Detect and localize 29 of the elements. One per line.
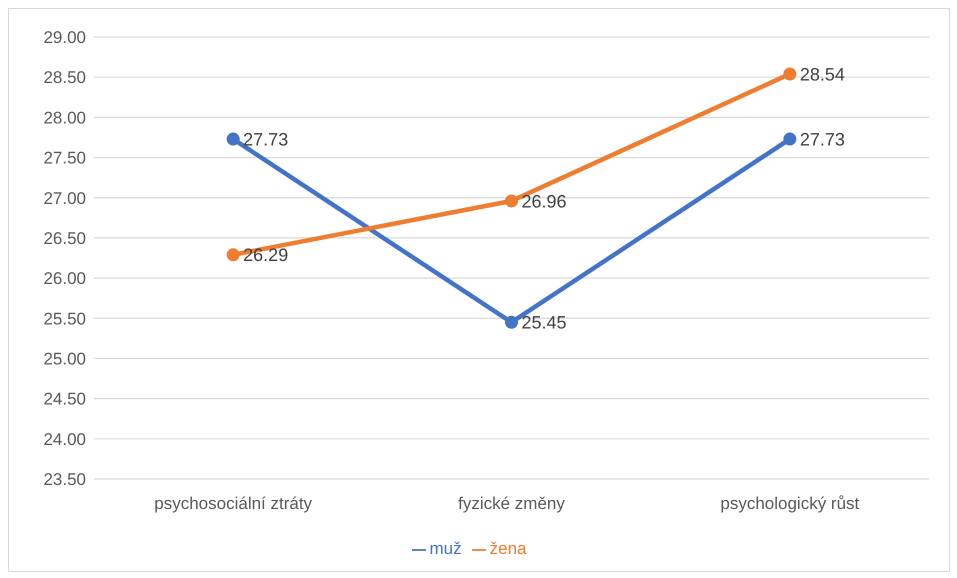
data-label: 25.45	[522, 312, 567, 333]
y-tick-label: 25.50	[43, 309, 86, 328]
y-tick-label: 24.50	[43, 390, 86, 409]
data-label: 26.29	[243, 245, 288, 266]
x-tick-label: fyzické změny	[458, 494, 566, 514]
y-tick-label: 26.50	[43, 228, 86, 248]
y-tick-label: 27.50	[43, 148, 86, 168]
y-tick-label: 26.00	[43, 269, 86, 288]
data-label: 27.73	[243, 129, 288, 150]
x-tick-label: psychologický růst	[720, 494, 860, 514]
data-label: 26.96	[522, 191, 567, 212]
y-tick-label: 24.00	[43, 430, 86, 449]
y-tick-label: 28.50	[43, 68, 86, 88]
point	[226, 248, 240, 262]
data-label: 28.54	[800, 64, 845, 84]
point	[505, 194, 518, 208]
legend-label: muž	[430, 539, 462, 558]
legend-label: žena	[490, 539, 526, 558]
y-tick-label: 23.50	[43, 470, 86, 490]
y-tick-label: 29.00	[43, 28, 86, 48]
x-tick-label: psychosociální ztráty	[154, 494, 313, 514]
y-tick-label: 25.00	[43, 349, 86, 368]
point	[783, 67, 796, 80]
point	[505, 316, 518, 329]
y-tick-label: 28.00	[43, 108, 86, 128]
data-label: 27.73	[800, 129, 845, 150]
point	[783, 132, 796, 146]
point	[226, 132, 240, 146]
y-tick-label: 27.00	[43, 188, 86, 208]
